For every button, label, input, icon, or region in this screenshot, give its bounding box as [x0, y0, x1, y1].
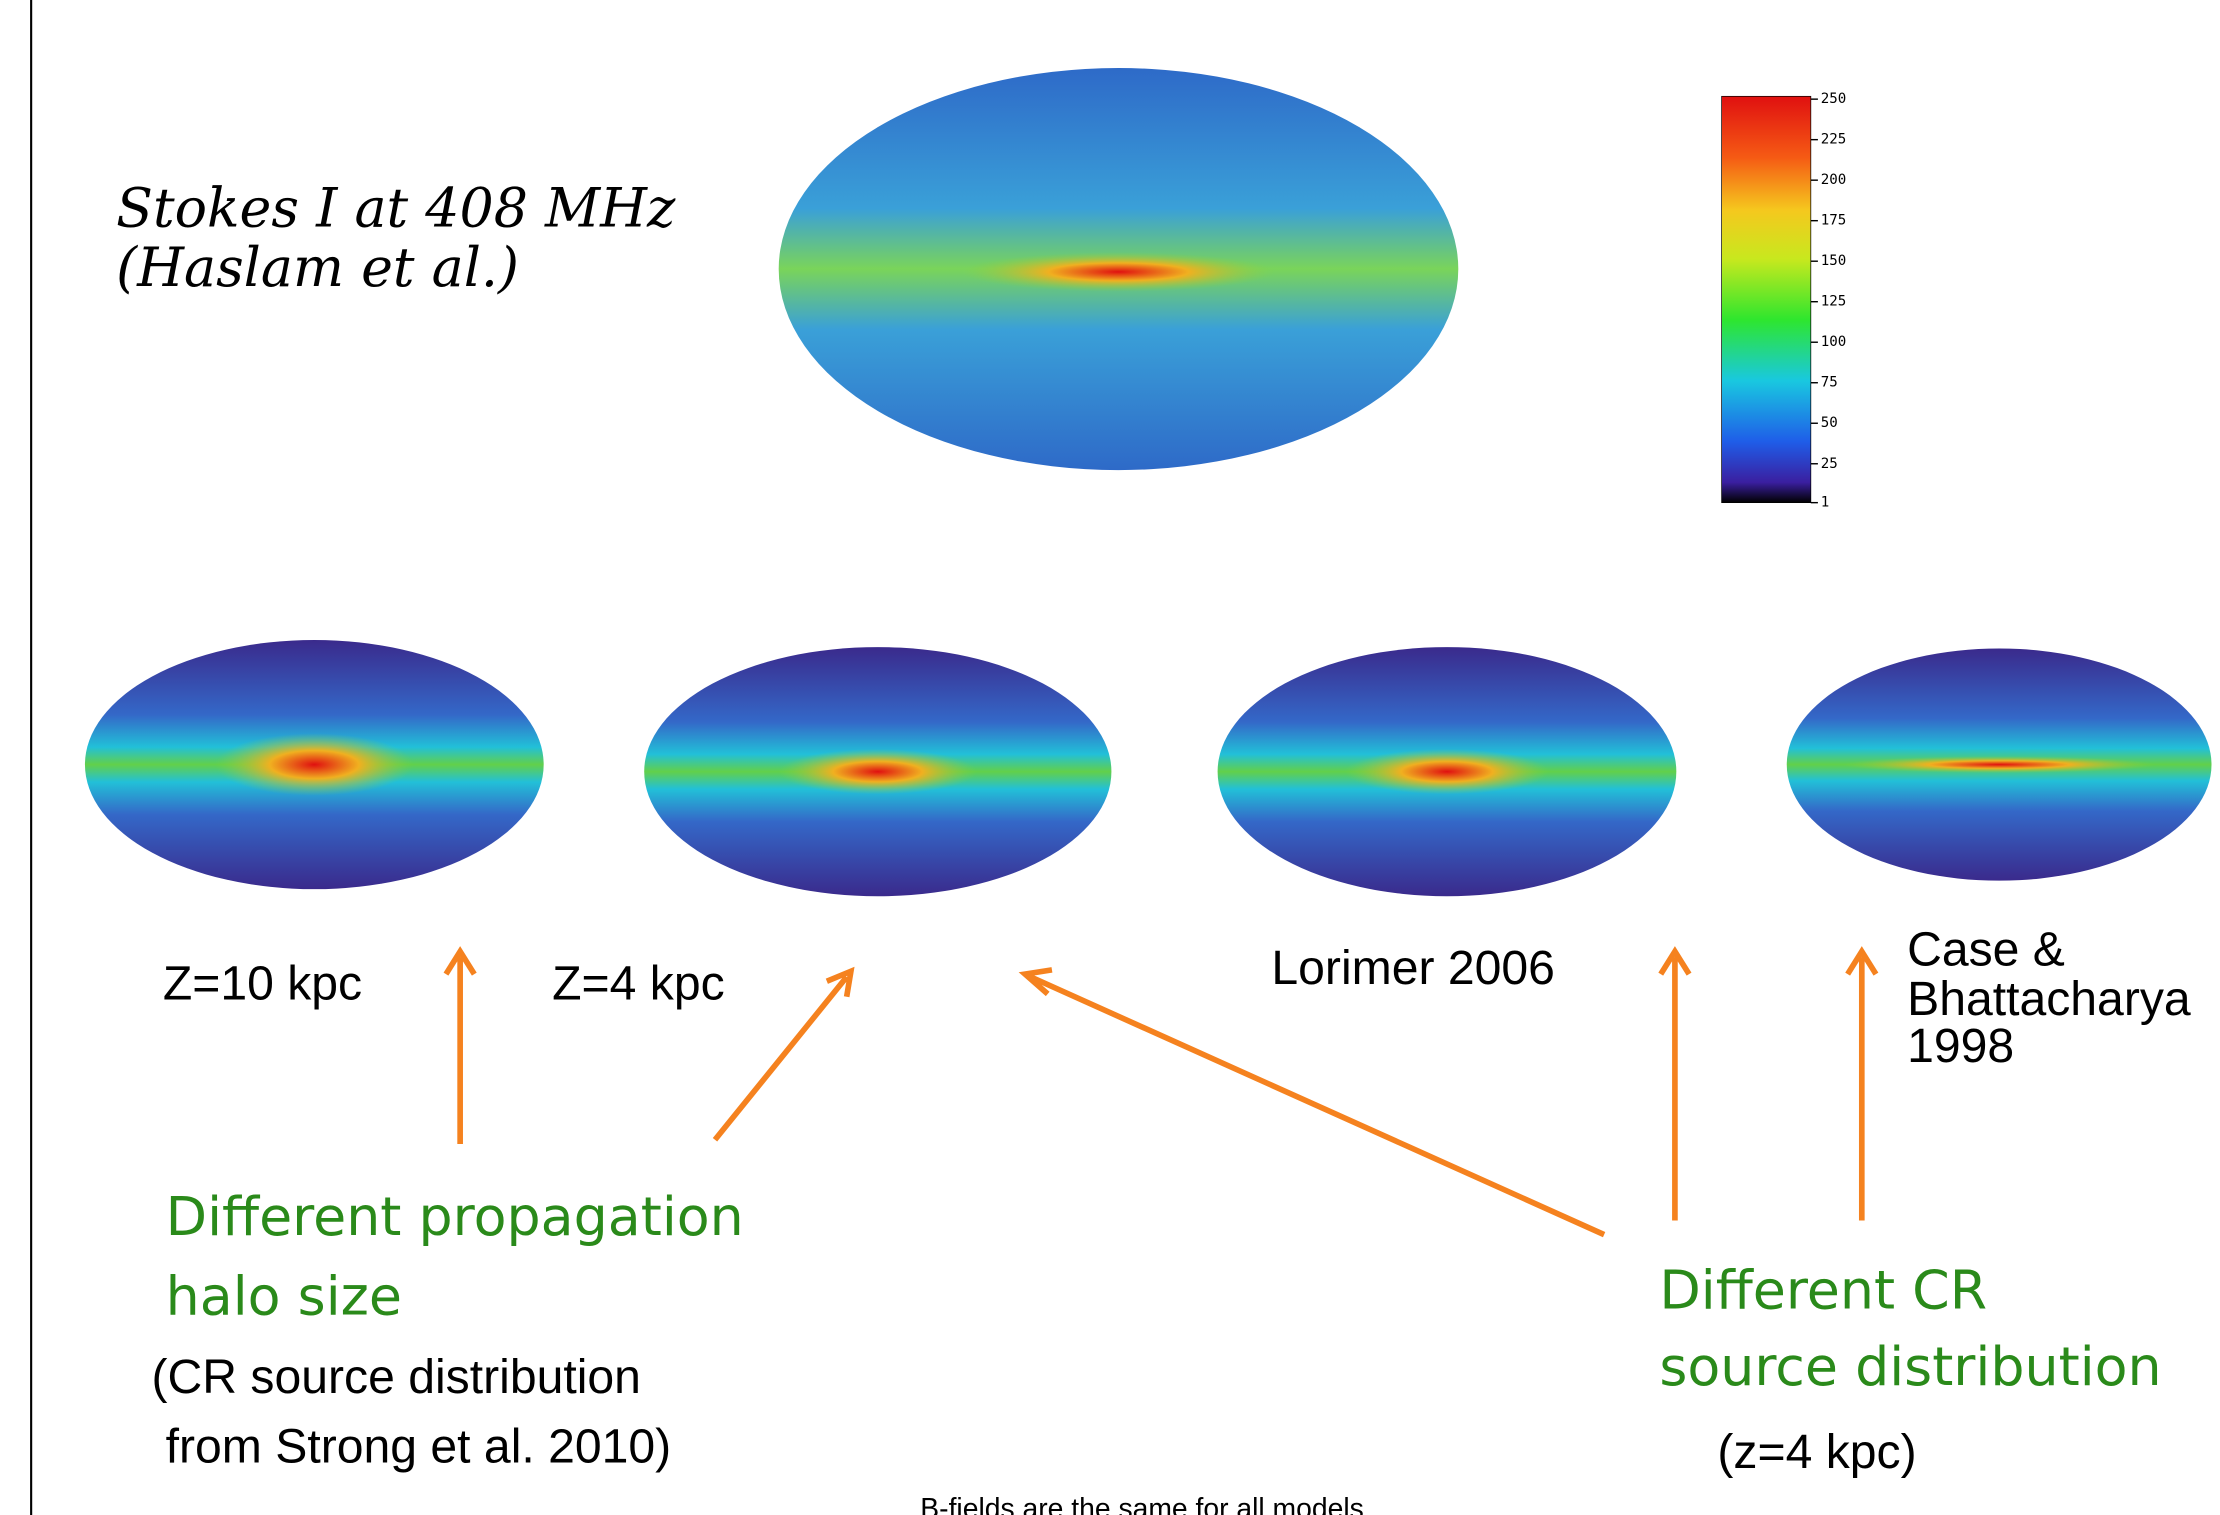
note-heading: source distribution [1659, 1335, 2161, 1398]
model-label: Lorimer 2006 [1271, 941, 1555, 995]
note-sub: (z=4 kpc) [1717, 1425, 1916, 1479]
model-label: Case & [1907, 923, 2065, 977]
colorbar-tick-label: 50 [1821, 415, 1838, 431]
colorbar-tick-label: 1 [1821, 495, 1830, 511]
note-heading: Different CR [1659, 1259, 1987, 1322]
footer: B-fields are the same for all models [920, 1492, 1364, 1515]
title-line: Stokes I at 408 MHz [116, 176, 676, 239]
note-heading: halo size [166, 1264, 402, 1327]
colorbar-tick-label: 225 [1821, 132, 1847, 148]
model-label: Z=4 kpc [552, 957, 725, 1011]
colorbar-tick-label: 175 [1821, 213, 1847, 229]
colorbar-tick-label: 250 [1821, 91, 1847, 107]
colorbar-tick-label: 150 [1821, 253, 1847, 269]
note-heading: Different propagation [166, 1185, 744, 1248]
haslam-map [779, 68, 1459, 470]
colorbar-tick-label: 100 [1821, 334, 1847, 350]
model-maps [85, 640, 2212, 896]
colorbar-tick-label: 200 [1821, 172, 1847, 188]
slide: Stokes I at 408 MHz(Haslam et al.) 250 225… [0, 0, 2220, 1515]
colorbar-tick-label: 75 [1821, 375, 1838, 391]
note-sub: from Strong et al. 2010) [166, 1420, 672, 1474]
model-label: Z=10 kpc [163, 957, 362, 1011]
colorbar-tick-label: 25 [1821, 456, 1838, 472]
model-label: 1998 [1907, 1019, 2014, 1073]
colorbar-tick-label: 125 [1821, 294, 1847, 310]
note-sub: (CR source distribution [151, 1350, 640, 1404]
colorbar [1722, 96, 1811, 502]
title-line: (Haslam et al.) [116, 236, 519, 299]
